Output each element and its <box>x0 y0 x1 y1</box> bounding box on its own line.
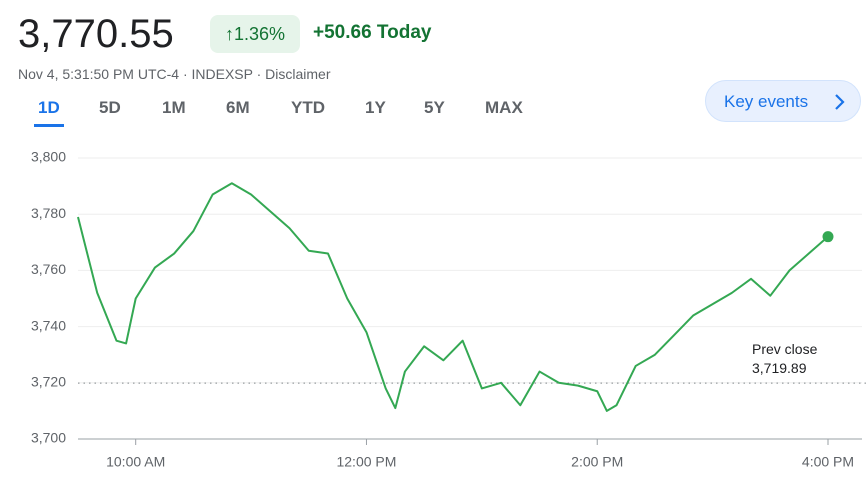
x-tick-label: 10:00 AM <box>106 454 165 470</box>
y-tick-label: 3,700 <box>31 430 66 446</box>
change-today: +50.66 Today <box>313 22 432 43</box>
range-tab[interactable]: 5D <box>99 98 121 117</box>
key-events-button[interactable]: Key events <box>705 80 861 122</box>
change-percent-badge: ↑1.36% <box>210 15 300 53</box>
key-events-label: Key events <box>724 92 809 111</box>
range-tab[interactable]: MAX <box>485 98 523 117</box>
change-percent: 1.36% <box>233 24 286 44</box>
range-tab[interactable]: 6M <box>226 98 250 117</box>
range-tab[interactable]: 1Y <box>365 98 386 117</box>
price-line <box>77 182 829 412</box>
range-tab[interactable]: 5Y <box>424 98 445 117</box>
y-tick-label: 3,760 <box>31 261 66 277</box>
prev-close-name: Prev close <box>752 341 818 357</box>
y-tick-label: 3,800 <box>31 149 66 165</box>
y-tick-label: 3,720 <box>31 374 66 390</box>
last-point <box>822 231 834 243</box>
x-tick-label: 2:00 PM <box>571 454 623 470</box>
range-tab[interactable]: 1M <box>162 98 186 117</box>
chevron-icon <box>835 94 845 110</box>
meta-info: Nov 4, 5:31:50 PM UTC-4 · INDEXSP · Disc… <box>18 66 331 82</box>
y-tick-label: 3,740 <box>31 317 66 333</box>
range-tab[interactable]: 1D <box>34 98 64 127</box>
prev-close-value: 3,719.89 <box>752 360 807 376</box>
y-tick-label: 3,780 <box>31 205 66 221</box>
x-tick-label: 4:00 PM <box>802 454 854 470</box>
range-tab[interactable]: YTD <box>291 98 325 117</box>
price: 3,770.55 <box>18 12 174 56</box>
x-tick-label: 12:00 PM <box>336 454 396 470</box>
